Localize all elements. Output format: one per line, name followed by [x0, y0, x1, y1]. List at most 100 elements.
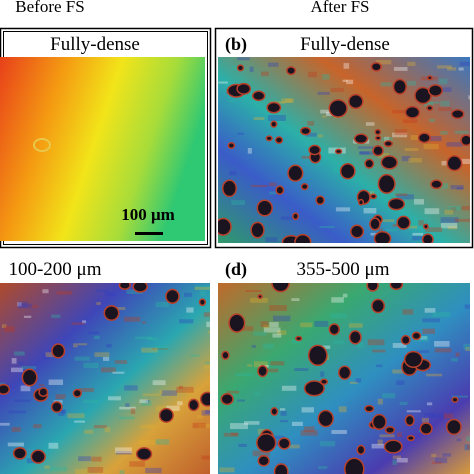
texture [301, 155, 315, 159]
texture [440, 222, 458, 229]
texture [145, 467, 162, 474]
pore [372, 145, 384, 157]
texture [266, 368, 279, 373]
texture [17, 301, 28, 308]
pore [357, 198, 365, 206]
pore [38, 387, 49, 398]
texture [291, 298, 300, 301]
texture [75, 468, 90, 474]
pore [384, 425, 396, 435]
texture [93, 425, 107, 429]
texture [87, 466, 104, 473]
texture [444, 209, 454, 215]
pore [392, 78, 407, 95]
texture [263, 324, 270, 329]
texture [359, 151, 370, 155]
texture [154, 346, 169, 352]
texture [465, 444, 470, 451]
texture [104, 292, 116, 296]
texture [450, 207, 457, 212]
texture [363, 208, 377, 214]
texture [426, 402, 433, 406]
pore [315, 195, 325, 206]
texture [51, 314, 61, 318]
texture [206, 321, 210, 328]
texture [272, 333, 282, 338]
texture [447, 225, 458, 230]
texture [377, 219, 395, 223]
texture [238, 443, 247, 447]
texture [155, 301, 169, 308]
texture [357, 342, 364, 348]
pore [250, 221, 265, 239]
texture [372, 349, 386, 353]
texture [285, 98, 293, 103]
texture [82, 399, 99, 404]
pore [218, 217, 232, 236]
texture [104, 427, 111, 433]
texture [422, 318, 440, 323]
pore [274, 136, 284, 144]
texture [331, 297, 344, 303]
pore [353, 133, 369, 145]
texture [459, 61, 470, 67]
pore [286, 66, 297, 76]
texture [303, 426, 315, 433]
texture [379, 434, 395, 438]
texture [393, 67, 408, 71]
texture [147, 337, 158, 341]
texture [184, 292, 192, 297]
texture [442, 453, 452, 457]
texture [396, 194, 414, 200]
texture [194, 286, 210, 290]
texture [426, 373, 443, 377]
texture [253, 331, 267, 336]
texture [455, 218, 470, 222]
texture [464, 444, 470, 451]
pore [371, 413, 387, 431]
pore [221, 179, 237, 198]
texture [106, 343, 112, 348]
texture [145, 399, 150, 404]
texture [0, 422, 10, 426]
texture [432, 312, 451, 318]
texture [338, 406, 347, 413]
texture [176, 386, 194, 393]
panel-title: Fully-dense [50, 34, 140, 55]
pore [406, 434, 415, 442]
texture [142, 321, 147, 324]
texture [14, 351, 25, 356]
pore [308, 144, 322, 156]
pore [251, 90, 266, 102]
texture [263, 343, 274, 349]
texture [392, 343, 407, 348]
texture [1, 324, 7, 328]
pore [277, 437, 291, 450]
texture [319, 441, 336, 447]
texture [74, 356, 90, 361]
texture [155, 405, 166, 411]
texture [125, 403, 130, 408]
texture [83, 362, 99, 369]
texture [251, 344, 256, 348]
texture [455, 352, 460, 357]
texture [107, 396, 121, 401]
texture [403, 119, 418, 124]
texture [263, 327, 281, 333]
pore [294, 233, 312, 243]
texture [384, 136, 390, 142]
texture [228, 100, 236, 103]
pore [307, 344, 328, 367]
texture [119, 406, 136, 410]
texture [410, 135, 419, 140]
texture [418, 336, 428, 340]
pore [373, 230, 392, 243]
texture [254, 392, 260, 396]
texture [392, 459, 397, 465]
pore [369, 217, 381, 231]
texture [308, 71, 317, 78]
texture [56, 290, 73, 295]
texture [407, 80, 416, 86]
texture [269, 305, 287, 311]
texture [466, 436, 470, 442]
